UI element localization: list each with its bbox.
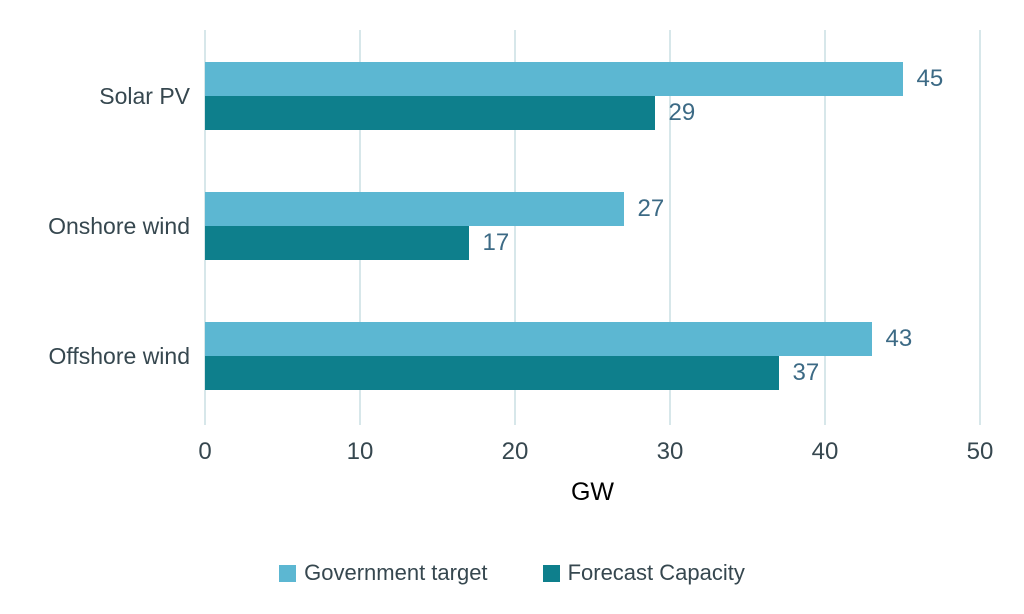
value-label: 17: [482, 229, 510, 256]
value-label: 29: [668, 99, 696, 126]
gridline: [979, 30, 981, 425]
x-tick-label: 0: [198, 438, 212, 465]
legend-swatch-icon: [279, 564, 297, 582]
x-tick-label: 10: [346, 438, 374, 465]
category-label: Onshore wind: [48, 213, 190, 239]
bar-forecast-capacity: [205, 96, 655, 130]
legend-label: Forecast Capacity: [567, 560, 745, 585]
gridline: [824, 30, 826, 425]
legend-label: Government target: [304, 560, 488, 585]
x-tick-label: 50: [966, 438, 994, 465]
legend: Government target Forecast Capacity: [0, 560, 1024, 586]
value-label: 43: [885, 325, 913, 352]
legend-swatch-icon: [542, 564, 560, 582]
bar-government-target: [205, 192, 624, 226]
x-tick-label: 30: [656, 438, 684, 465]
bar-government-target: [205, 62, 903, 96]
category-label: Solar PV: [99, 83, 190, 109]
gridline: [669, 30, 671, 425]
x-tick-label: 40: [811, 438, 839, 465]
legend-item-forecast-capacity: Forecast Capacity: [542, 560, 745, 586]
bar-forecast-capacity: [205, 356, 779, 390]
value-label: 37: [792, 359, 820, 386]
x-tick-label: 20: [501, 438, 529, 465]
value-label: 27: [637, 195, 665, 222]
bar-government-target: [205, 322, 872, 356]
gridline: [514, 30, 516, 425]
legend-item-government-target: Government target: [279, 560, 488, 586]
bar-forecast-capacity: [205, 226, 469, 260]
value-label: 45: [916, 65, 944, 92]
x-axis-label: GW: [570, 478, 615, 506]
category-label: Offshore wind: [48, 343, 190, 369]
plot-area: 45 29 27 17 43 37: [204, 30, 981, 425]
